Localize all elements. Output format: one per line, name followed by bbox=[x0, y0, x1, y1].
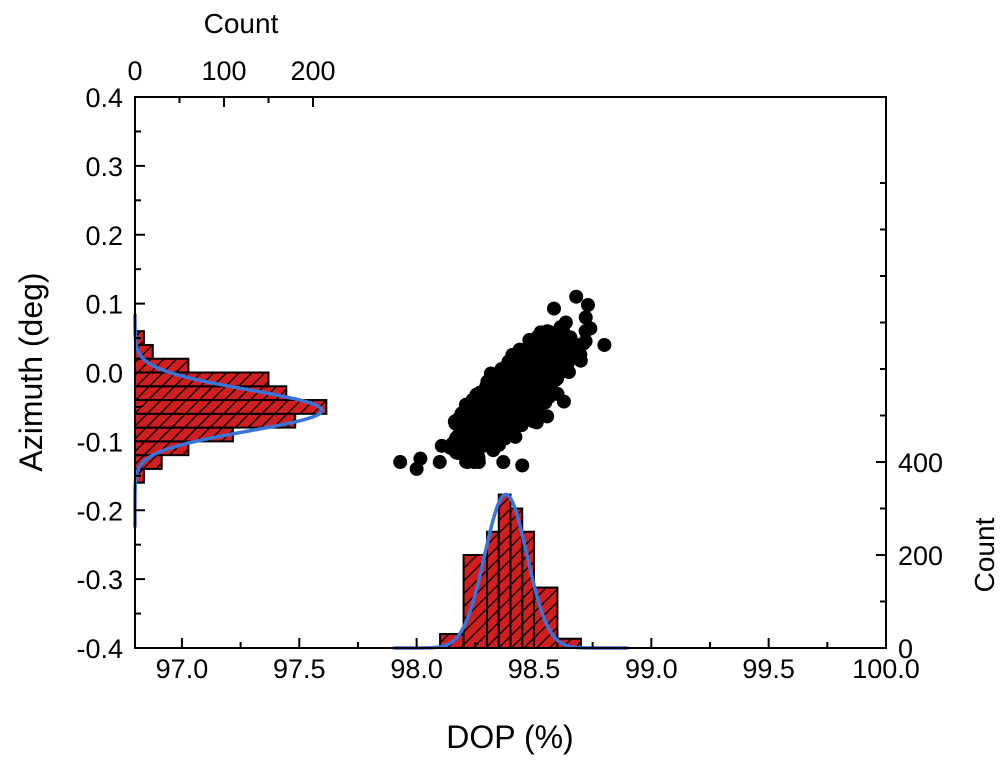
scatter-point bbox=[541, 384, 556, 399]
right-histogram-bar bbox=[497, 493, 512, 649]
scatter-point bbox=[432, 455, 447, 470]
scatter-point bbox=[573, 353, 588, 368]
scatter-point bbox=[483, 405, 498, 420]
y-tick-label: 0.2 bbox=[85, 221, 123, 251]
top-count-tick-label: 200 bbox=[290, 56, 335, 86]
scatter-point bbox=[467, 455, 482, 470]
right-histogram-bar bbox=[462, 554, 489, 649]
x-axis-title: DOP (%) bbox=[446, 719, 573, 755]
x-tick-label: 98.5 bbox=[508, 654, 561, 684]
scatter-point bbox=[576, 336, 591, 351]
scatter-point bbox=[530, 405, 545, 420]
right-count-tick-label: 200 bbox=[898, 541, 943, 571]
scatter-point bbox=[536, 372, 551, 387]
right-histogram bbox=[439, 493, 582, 650]
scatter-point bbox=[537, 360, 552, 375]
scatter-point bbox=[503, 393, 518, 408]
y-tick-label: -0.1 bbox=[76, 427, 123, 457]
scatter-point bbox=[506, 363, 521, 378]
y-tick-label: 0.3 bbox=[85, 152, 123, 182]
scatter-point bbox=[578, 310, 593, 325]
top-count-axis-title: Count bbox=[204, 8, 279, 39]
scatter-point bbox=[409, 461, 424, 476]
scatter-point bbox=[550, 371, 565, 386]
scatter-point bbox=[569, 289, 584, 304]
y-tick-label: -0.3 bbox=[76, 565, 123, 595]
top-count-tick-label: 0 bbox=[127, 56, 142, 86]
y-tick-label: -0.4 bbox=[76, 634, 123, 664]
scatter-point bbox=[578, 324, 593, 339]
scatter-point bbox=[472, 423, 487, 438]
scatter-point bbox=[475, 439, 490, 454]
scatter-point bbox=[556, 394, 571, 409]
scatter-point bbox=[597, 337, 612, 352]
right-count-tick-label: 400 bbox=[898, 448, 943, 478]
scatter-point bbox=[561, 365, 576, 380]
x-tick-label: 99.0 bbox=[625, 654, 678, 684]
scatter-points bbox=[393, 289, 612, 476]
scatter-point bbox=[541, 334, 556, 349]
axis-ticks: 97.0 97.5 98.0 98.5 99.0 99.5 100.0 -0.4 -0.3 -0.… bbox=[76, 56, 943, 684]
scatter-point bbox=[514, 389, 529, 404]
right-count-tick-label: 0 bbox=[898, 634, 913, 664]
scatter-point bbox=[524, 374, 539, 389]
scatter-point bbox=[522, 333, 537, 348]
scatter-point bbox=[566, 336, 581, 351]
x-tick-label: 99.5 bbox=[742, 654, 795, 684]
scatter-point bbox=[460, 397, 475, 412]
scatter-point bbox=[518, 360, 533, 375]
scatter-point bbox=[546, 301, 561, 316]
top-count-tick-label: 100 bbox=[201, 56, 246, 86]
right-count-axis-title: Count bbox=[969, 517, 1000, 592]
y-axis-title: Azimuth (deg) bbox=[13, 272, 49, 471]
right-histogram-bar bbox=[486, 530, 500, 649]
x-tick-label: 97.0 bbox=[156, 654, 209, 684]
scatter-point bbox=[496, 455, 511, 470]
x-tick-label: 100.0 bbox=[852, 654, 920, 684]
scatter-point bbox=[491, 387, 506, 402]
scatter-point bbox=[456, 420, 471, 435]
scatter-point bbox=[526, 350, 541, 365]
top-histogram bbox=[134, 330, 328, 484]
y-tick-label: 0.1 bbox=[85, 290, 123, 320]
x-tick-label: 97.5 bbox=[273, 654, 326, 684]
scatter-point bbox=[580, 298, 595, 313]
scatter-point bbox=[462, 440, 477, 455]
top-histogram-bar bbox=[134, 426, 234, 443]
x-tick-label: 98.0 bbox=[390, 654, 443, 684]
scatter-point bbox=[493, 425, 508, 440]
y-tick-label: -0.2 bbox=[76, 496, 123, 526]
y-tick-label: 0.4 bbox=[85, 83, 123, 113]
scatter-point bbox=[533, 325, 548, 340]
y-tick-label: 0.0 bbox=[85, 359, 123, 389]
scatter-point bbox=[393, 455, 408, 470]
top-histogram-bar bbox=[134, 399, 328, 415]
scatter-point bbox=[515, 458, 530, 473]
